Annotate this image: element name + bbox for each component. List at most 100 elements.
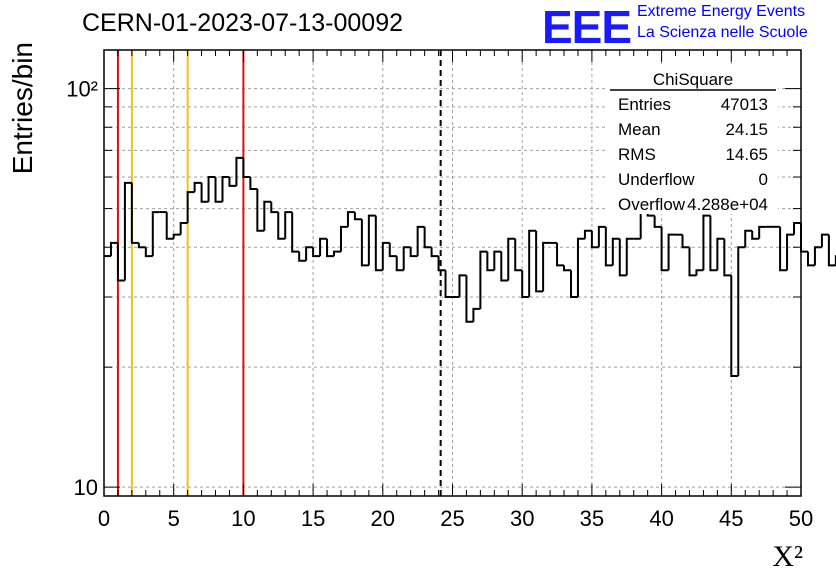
histogram-bin <box>312 247 321 258</box>
histogram-bin <box>493 250 502 271</box>
stats-label: Underflow <box>618 170 695 189</box>
histogram-bin <box>109 241 118 257</box>
stats-label: RMS <box>618 145 656 164</box>
histogram-bin <box>827 234 836 267</box>
histogram-bin <box>569 270 578 298</box>
histogram-bin <box>611 237 620 266</box>
y-tick-label: 10 <box>74 475 98 500</box>
histogram-bin <box>249 177 258 190</box>
histogram-bin <box>507 237 516 281</box>
histogram-bin <box>542 241 551 292</box>
histogram-bin <box>409 247 418 258</box>
histogram-bin <box>270 201 279 214</box>
stats-label: Mean <box>618 120 661 139</box>
x-tick-label: 0 <box>98 506 110 531</box>
histogram-bin <box>186 191 195 224</box>
y-axis-label: Entries/bin <box>7 42 38 174</box>
histogram-bin <box>486 251 495 272</box>
histogram-bin <box>604 226 613 267</box>
x-tick-label: 10 <box>231 506 255 531</box>
axis-layer: 0 5 10 15 20 25 30 35 40 45 50 10 10² Entries/bin X² <box>7 42 813 572</box>
histogram-bin <box>667 233 676 271</box>
histogram-bin <box>207 176 216 202</box>
logo-caption-line1: Extreme Energy Events <box>637 3 806 20</box>
histogram-bin <box>820 233 829 248</box>
histogram-bin <box>374 215 383 272</box>
x-tick-label: 40 <box>649 506 673 531</box>
histogram-bin <box>346 211 355 227</box>
x-tick-label: 45 <box>719 506 743 531</box>
stats-value: 4.288e+04 <box>687 195 768 214</box>
histogram-bin <box>444 270 453 298</box>
x-tick-label: 20 <box>371 506 395 531</box>
histogram-bin <box>681 234 690 249</box>
histogram-bin <box>416 225 425 257</box>
x-tick-label: 30 <box>510 506 534 531</box>
histogram-bin <box>326 238 335 258</box>
histogram-bin <box>116 242 125 282</box>
stats-box-bg <box>608 64 778 214</box>
histogram-bin <box>339 225 348 252</box>
histogram-bin <box>786 233 795 271</box>
histogram-bin <box>737 246 746 377</box>
histogram-bin <box>137 242 146 249</box>
run-title: CERN-01-2023-07-13-00092 <box>82 9 404 37</box>
histogram-bin <box>779 226 788 272</box>
histogram-bin <box>583 229 592 239</box>
histogram-bin <box>702 214 711 271</box>
logo-caption-line2: La Scienza nelle Scuole <box>637 24 808 41</box>
histogram-bin <box>123 181 132 281</box>
histogram-bin <box>458 274 467 297</box>
histogram-bin <box>144 247 153 258</box>
stats-value: 0 <box>759 170 768 189</box>
histogram-bin <box>423 226 432 249</box>
histogram-bin <box>563 265 571 272</box>
histogram-bin <box>521 270 530 298</box>
stats-value: 14.65 <box>725 145 768 164</box>
stats-label: Entries <box>618 95 671 114</box>
histogram-bin <box>660 226 669 272</box>
histogram-bin <box>751 230 760 240</box>
histogram-bin <box>813 246 822 266</box>
histogram-bin <box>716 237 725 271</box>
histogram-bin <box>388 242 397 258</box>
x-tick-label: 15 <box>301 506 325 531</box>
histogram-bin <box>597 225 606 248</box>
histogram-bin <box>793 222 801 235</box>
eee-logo: EEE <box>542 1 632 53</box>
stats-value: 24.15 <box>725 120 768 139</box>
histogram-bin <box>800 223 808 253</box>
x-tick-label: 5 <box>168 506 180 531</box>
histogram-bin <box>381 241 390 271</box>
histogram-bin <box>305 246 314 261</box>
histogram-bin <box>528 229 537 297</box>
histogram-bin <box>284 211 293 239</box>
histogram-bin <box>130 182 139 244</box>
histogram-bin <box>200 182 209 203</box>
histogram-bin <box>353 212 362 221</box>
histogram-bin <box>556 242 565 267</box>
histogram-bin <box>333 250 341 257</box>
stats-box: ChiSquare Entries 47013 Mean 24.15 RMS 14.65 Un… <box>608 64 778 214</box>
histogram-bin <box>465 275 474 323</box>
histogram-bin <box>618 238 627 277</box>
histogram-bin <box>695 269 704 276</box>
histogram-bin <box>298 251 307 262</box>
histogram-bin <box>214 177 223 203</box>
histogram-bin <box>472 307 481 322</box>
x-tick-label: 50 <box>789 506 813 531</box>
histogram-bin <box>179 222 188 235</box>
x-tick-label: 35 <box>580 506 604 531</box>
histogram-bin <box>590 230 599 249</box>
histogram-bin <box>228 177 237 187</box>
histogram-bin <box>430 247 439 258</box>
histogram-bin <box>291 212 300 253</box>
histogram-bin <box>723 238 732 277</box>
histogram-bin <box>367 214 376 266</box>
histogram-bin <box>360 219 369 267</box>
histogram-bin <box>479 250 488 309</box>
histogram-bin <box>653 215 662 228</box>
histogram-bin <box>806 251 815 267</box>
histogram-bin <box>500 251 509 282</box>
